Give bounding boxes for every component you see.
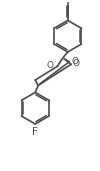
Text: O: O <box>72 57 79 66</box>
Text: F: F <box>32 127 38 137</box>
Text: O: O <box>47 61 54 70</box>
Text: O: O <box>73 59 80 68</box>
